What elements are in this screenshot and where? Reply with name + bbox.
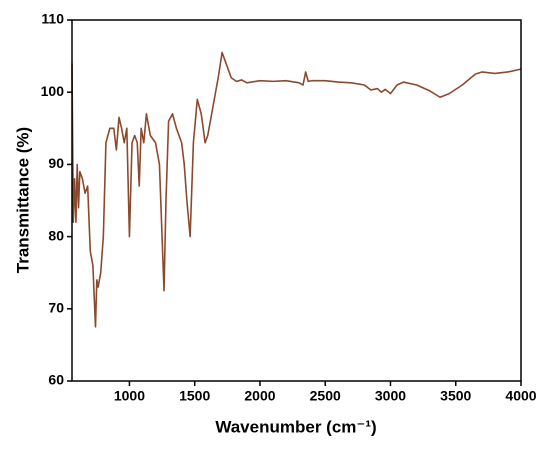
x-tick-label: 2500 [310,388,341,404]
y-tick-label: 110 [41,11,64,27]
x-tick-label: 1500 [179,388,210,404]
y-tick-label: 90 [48,155,64,171]
y-tick-label: 60 [48,372,64,388]
x-tick-label: 3000 [375,388,406,404]
plot-frame [71,19,522,382]
y-tick-label: 100 [41,83,65,99]
y-tick-label: 70 [48,300,64,316]
spectrum-line [71,51,522,328]
y-tick-label: 80 [48,227,64,243]
x-tick-label: 1000 [114,388,145,404]
x-tick-label: 4000 [505,388,536,404]
y-axis-title: Transmittance (%) [13,127,32,273]
x-axis-title: Wavenumber (cm⁻¹) [215,417,376,436]
x-tick-label: 3500 [440,388,471,404]
x-tick-label: 2000 [244,388,275,404]
